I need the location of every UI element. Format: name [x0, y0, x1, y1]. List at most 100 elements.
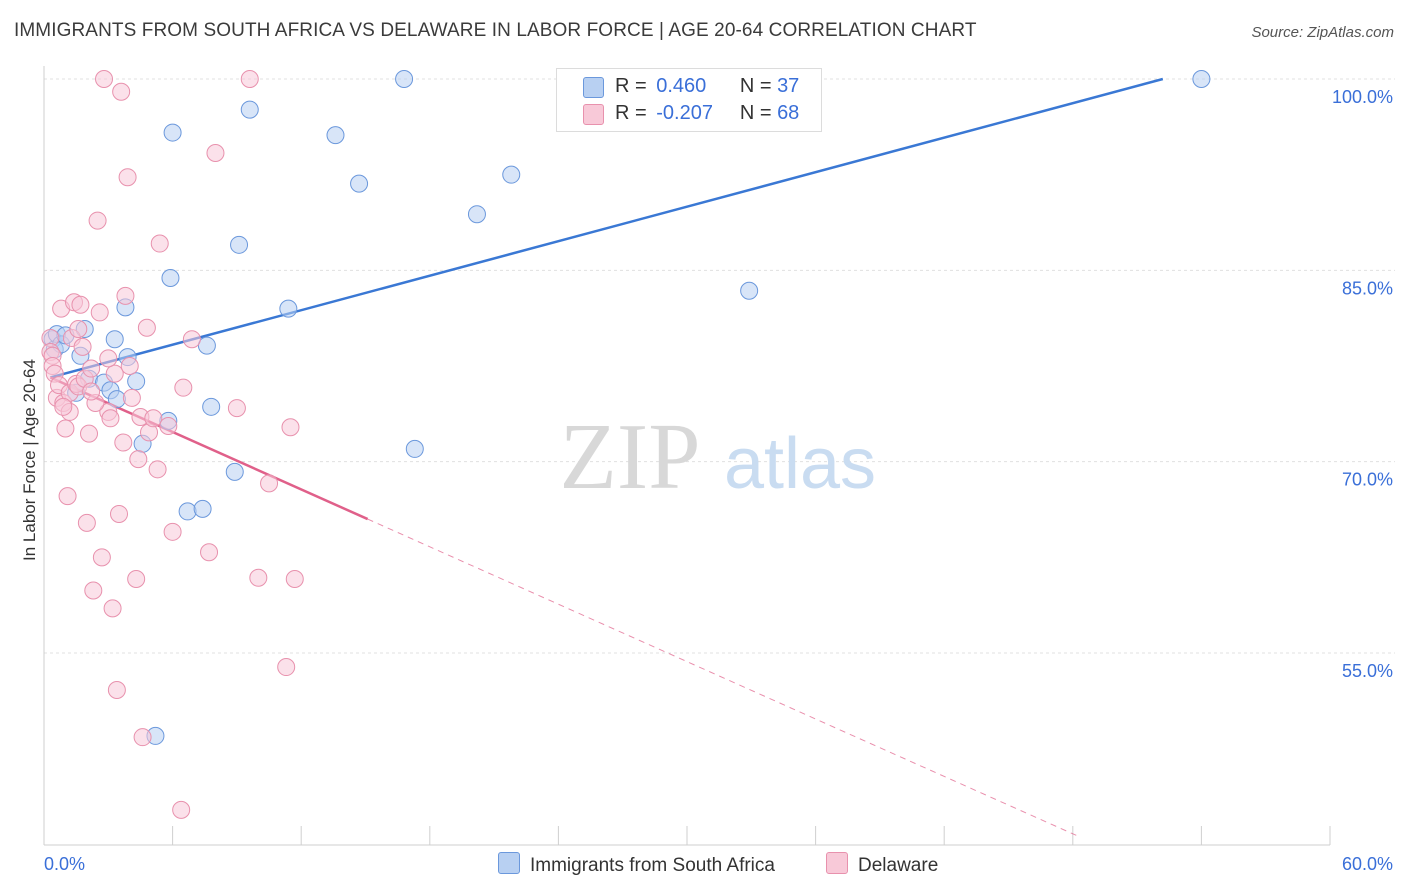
- pink-point: [107, 680, 126, 699]
- pink-point: [90, 303, 109, 322]
- pink-point: [82, 359, 101, 378]
- x-tick-label-min: 0.0%: [44, 854, 85, 874]
- tick-labels: 100.0% 85.0% 70.0% 55.0% 0.0% 60.0%: [44, 87, 1393, 874]
- legend-n-value-pink: 68: [777, 102, 800, 124]
- watermark: ZIP atlas: [560, 405, 877, 509]
- blue-point: [127, 372, 146, 391]
- blue-trend-line: [50, 77, 1164, 379]
- pink-point: [174, 378, 193, 397]
- pink-point: [82, 382, 101, 401]
- blue-point: [225, 462, 244, 481]
- pink-point: [144, 409, 163, 428]
- bottom-legend-series2[interactable]: Delaware: [826, 852, 938, 877]
- y-tick-label: 55.0%: [1342, 661, 1393, 681]
- pink-point: [118, 168, 137, 187]
- blue-point: [240, 100, 259, 119]
- pink-point: [54, 397, 73, 416]
- pink-point: [122, 388, 141, 407]
- pink-point: [77, 513, 96, 532]
- watermark-atlas: atlas: [724, 424, 876, 504]
- blue-point: [1192, 70, 1211, 88]
- pink-point: [281, 418, 300, 437]
- pink-point: [71, 295, 90, 314]
- blue-point: [202, 397, 221, 416]
- legend-r-label: R =: [615, 75, 647, 97]
- chart-title: IMMIGRANTS FROM SOUTH AFRICA VS DELAWARE…: [14, 20, 977, 41]
- bottom-legend-label-pink: Delaware: [858, 855, 939, 876]
- blue-point: [105, 330, 124, 349]
- blue-point: [178, 502, 197, 521]
- pink-point: [116, 286, 135, 305]
- legend-r-value-pink: -0.207: [656, 102, 713, 124]
- pink-trend-extension: [367, 518, 1080, 838]
- pink-point: [150, 234, 169, 253]
- axes: [43, 66, 1331, 846]
- legend-r-value-blue: 0.460: [656, 75, 707, 97]
- pink-point: [137, 318, 156, 337]
- pink-point: [240, 70, 259, 88]
- pink-point: [172, 800, 191, 819]
- pink-point: [110, 504, 129, 523]
- pink-point: [127, 570, 146, 589]
- pink-point: [88, 211, 107, 230]
- pink-point: [73, 337, 92, 356]
- blue-point: [197, 336, 216, 355]
- blue-point: [405, 439, 424, 458]
- watermark-zip: ZIP: [560, 405, 701, 509]
- pink-point: [58, 487, 77, 506]
- blue-point: [230, 235, 249, 254]
- blue-point: [161, 268, 180, 287]
- pink-point: [112, 82, 131, 101]
- bottom-legend-label-blue: Immigrants from South Africa: [530, 855, 775, 876]
- blue-point: [740, 281, 759, 300]
- y-tick-label: 85.0%: [1342, 278, 1393, 298]
- y-axis-label: In Labor Force | Age 20-64: [20, 359, 39, 561]
- blue-point: [350, 174, 369, 193]
- blue-point: [163, 123, 182, 142]
- pink-point: [206, 143, 225, 162]
- pink-point: [84, 581, 103, 600]
- pink-point: [101, 409, 120, 428]
- pink-point: [227, 399, 246, 418]
- pink-point: [285, 570, 304, 589]
- pink-point: [159, 416, 178, 435]
- legend-n-label: N =: [739, 102, 772, 124]
- legend-n-value-blue: 37: [777, 75, 800, 97]
- pink-point: [129, 450, 148, 469]
- legend-r-label: R =: [615, 102, 647, 124]
- pink-point: [99, 349, 118, 368]
- legend-swatch-pink: [583, 104, 604, 125]
- blue-point: [467, 205, 486, 224]
- blue-point: [326, 126, 345, 145]
- pink-point: [182, 330, 201, 349]
- data-points: [41, 70, 1211, 819]
- pink-point: [103, 599, 122, 618]
- bottom-legend-series1[interactable]: Immigrants from South Africa: [498, 852, 775, 877]
- legend-box: R = 0.460 N = 37 R = -0.207 N = 68: [556, 68, 822, 132]
- legend-n-label: N =: [739, 75, 772, 97]
- y-tick-label: 100.0%: [1332, 87, 1393, 107]
- pink-point: [120, 357, 139, 375]
- pink-point: [95, 70, 114, 88]
- pink-point: [105, 364, 124, 383]
- pink-point: [200, 543, 219, 562]
- blue-point: [279, 299, 298, 318]
- y-tick-label: 70.0%: [1342, 470, 1393, 490]
- pink-point: [133, 728, 152, 747]
- pink-point: [277, 658, 296, 677]
- blue-point: [395, 70, 414, 88]
- blue-point: [502, 165, 521, 184]
- source-label: Source: ZipAtlas.com: [1251, 24, 1394, 41]
- pink-point: [260, 474, 279, 493]
- pink-point: [148, 460, 167, 479]
- pink-point: [163, 522, 182, 541]
- pink-point: [56, 419, 75, 438]
- pink-point: [80, 424, 99, 443]
- pink-point: [114, 433, 133, 452]
- pink-point: [249, 568, 268, 587]
- legend-swatch-blue: [583, 77, 604, 98]
- bottom-legend-swatch-pink: [826, 852, 848, 874]
- pink-point: [69, 320, 88, 339]
- bottom-legend-swatch-blue: [498, 852, 520, 874]
